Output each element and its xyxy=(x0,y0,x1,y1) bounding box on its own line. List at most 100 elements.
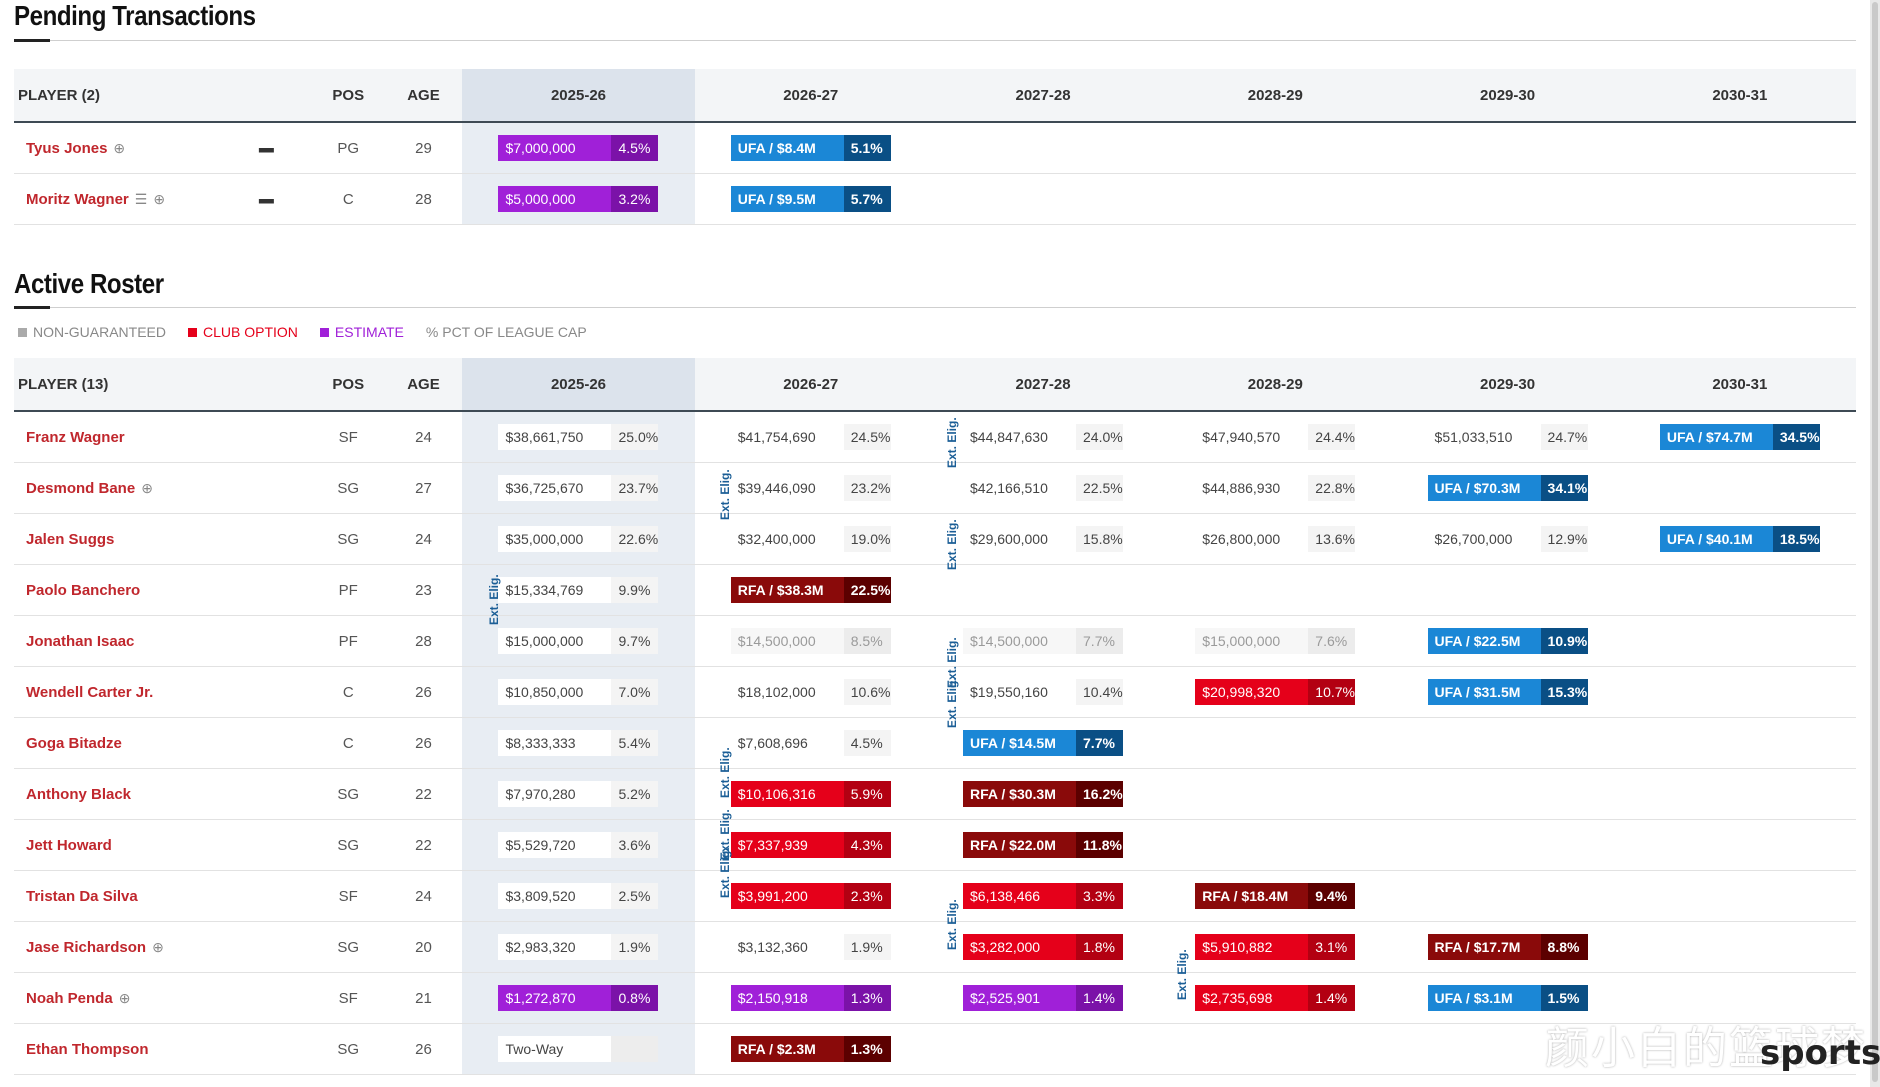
club-option-salary-pill[interactable]: $3,991,200 2.3% xyxy=(730,883,891,909)
trade-kicker-icon[interactable]: ⊕ xyxy=(152,939,164,955)
salary-pill[interactable]: $38,661,750 25.0% xyxy=(498,424,659,450)
col-header-pos[interactable]: POS xyxy=(311,69,385,123)
col-header-age[interactable]: AGE xyxy=(384,358,463,412)
salary-pill[interactable]: $47,940,570 24.4% xyxy=(1195,424,1356,450)
ufa-salary-pill[interactable]: UFA / $31.5M 15.3% xyxy=(1427,679,1588,705)
rfa-salary-pill[interactable]: RFA / $30.3M 16.2% xyxy=(963,781,1124,807)
salary-pill[interactable]: $39,446,090 23.2% xyxy=(730,475,891,501)
player-name-link[interactable]: Moritz Wagner xyxy=(26,190,129,208)
salary-pill[interactable]: $26,700,000 12.9% xyxy=(1427,526,1588,552)
rfa-salary-pill[interactable]: RFA / $18.4M 9.4% xyxy=(1195,883,1356,909)
salary-pill[interactable]: $42,166,510 22.5% xyxy=(963,475,1124,501)
salary-pill[interactable]: $15,000,000 7.6% xyxy=(1195,628,1356,654)
salary-pill[interactable]: $10,850,000 7.0% xyxy=(498,679,659,705)
salary-pill[interactable]: $8,333,333 5.4% xyxy=(498,730,659,756)
salary-pill[interactable]: $3,809,520 2.5% xyxy=(498,883,659,909)
document-icon[interactable]: ☰ xyxy=(134,191,148,207)
table-row[interactable]: Wendell Carter Jr. C 26 $10,850,000 7.0% $18,… xyxy=(14,666,1856,718)
player-name-link[interactable]: Jalen Suggs xyxy=(26,530,115,548)
table-row[interactable]: Goga Bitadze C 26 $8,333,333 5.4% $7,608,696 4… xyxy=(14,717,1856,769)
col-header-year[interactable]: 2030-31 xyxy=(1623,358,1856,412)
salary-pill[interactable]: $51,033,510 24.7% xyxy=(1427,424,1588,450)
salary-pill[interactable]: $2,983,320 1.9% xyxy=(498,934,659,960)
col-header-year[interactable]: 2025-26 xyxy=(462,69,695,123)
salary-pill[interactable]: $7,970,280 5.2% xyxy=(498,781,659,807)
transaction-card-icon[interactable]: ▬ xyxy=(258,190,274,208)
ufa-salary-pill[interactable]: UFA / $22.5M 10.9% xyxy=(1427,628,1588,654)
rfa-salary-pill[interactable]: RFA / $17.7M 8.8% xyxy=(1427,934,1588,960)
club-option-salary-pill[interactable]: $6,138,466 3.3% xyxy=(963,883,1124,909)
club-option-salary-pill[interactable]: $2,735,698 1.4% xyxy=(1195,985,1356,1011)
col-header-pos[interactable]: POS xyxy=(311,358,385,412)
ufa-salary-pill[interactable]: UFA / $14.5M 7.7% xyxy=(963,730,1124,756)
table-row[interactable]: Jase Richardson ⊕ SG 20 $2,983,320 1.9% $3,132… xyxy=(14,921,1856,973)
player-name-link[interactable]: Paolo Banchero xyxy=(26,581,141,599)
table-row[interactable]: Tristan Da Silva SF 24 $3,809,520 2.5% $3,991… xyxy=(14,870,1856,922)
club-option-salary-pill[interactable]: $5,910,882 3.1% xyxy=(1195,934,1356,960)
col-header-year[interactable]: 2028-29 xyxy=(1159,69,1392,123)
table-row[interactable]: Moritz Wagner ☰ ⊕ ▬ C 28 $5,000,000 3.2% UFA / $… xyxy=(14,173,1856,225)
player-name-link[interactable]: Franz Wagner xyxy=(26,428,125,446)
salary-pill[interactable]: $26,800,000 13.6% xyxy=(1195,526,1356,552)
rfa-salary-pill[interactable]: RFA / $38.3M 22.5% xyxy=(730,577,891,603)
salary-pill[interactable]: $29,600,000 15.8% xyxy=(963,526,1124,552)
ufa-salary-pill[interactable]: UFA / $9.5M 5.7% xyxy=(730,186,891,212)
col-header-player[interactable]: PLAYER (13) xyxy=(14,358,312,412)
player-name-link[interactable]: Wendell Carter Jr. xyxy=(26,683,154,701)
club-option-salary-pill[interactable]: $20,998,320 10.7% xyxy=(1195,679,1356,705)
ufa-salary-pill[interactable]: UFA / $74.7M 34.5% xyxy=(1659,424,1820,450)
estimate-salary-pill[interactable]: $5,000,000 3.2% xyxy=(498,186,659,212)
salary-pill[interactable]: $3,132,360 1.9% xyxy=(730,934,891,960)
ufa-salary-pill[interactable]: UFA / $40.1M 18.5% xyxy=(1659,526,1820,552)
table-row[interactable]: Jonathan Isaac PF 28 $15,000,000 9.7% $14,500… xyxy=(14,615,1856,667)
col-header-year[interactable]: 2029-30 xyxy=(1391,69,1624,123)
salary-pill[interactable]: $44,886,930 22.8% xyxy=(1195,475,1356,501)
club-option-salary-pill[interactable]: $3,282,000 1.8% xyxy=(963,934,1124,960)
table-row[interactable]: Jalen Suggs SG 24 $35,000,000 22.6% $32,400,0… xyxy=(14,513,1856,565)
salary-pill[interactable]: $18,102,000 10.6% xyxy=(730,679,891,705)
player-name-link[interactable]: Jonathan Isaac xyxy=(26,632,135,650)
salary-pill[interactable]: $41,754,690 24.5% xyxy=(730,424,891,450)
salary-pill[interactable]: $32,400,000 19.0% xyxy=(730,526,891,552)
col-header-year[interactable]: 2026-27 xyxy=(694,69,927,123)
col-header-year[interactable]: 2030-31 xyxy=(1623,69,1856,123)
salary-pill[interactable]: $5,529,720 3.6% xyxy=(498,832,659,858)
player-name-link[interactable]: Goga Bitadze xyxy=(26,734,122,752)
table-row[interactable]: Desmond Bane ⊕ SG 27 $36,725,670 23.7% $39,446… xyxy=(14,462,1856,514)
rfa-salary-pill[interactable]: RFA / $22.0M 11.8% xyxy=(963,832,1124,858)
salary-pill[interactable]: $36,725,670 23.7% xyxy=(498,475,659,501)
col-header-year[interactable]: 2029-30 xyxy=(1391,358,1624,412)
transaction-card-icon[interactable]: ▬ xyxy=(258,139,274,157)
col-header-year[interactable]: 2027-28 xyxy=(926,358,1160,412)
table-row[interactable]: Ethan Thompson SG 26 Two-Way RFA / $2.3M 1.3% xyxy=(14,1023,1856,1075)
col-header-year[interactable]: 2025-26 xyxy=(462,358,695,412)
player-name-link[interactable]: Jase Richardson xyxy=(26,938,147,956)
trade-kicker-icon[interactable]: ⊕ xyxy=(153,191,166,207)
table-row[interactable]: Paolo Banchero PF 23 $15,334,769 9.9% RFA / $… xyxy=(14,564,1856,616)
salary-pill[interactable]: $15,000,000 9.7% xyxy=(498,628,659,654)
salary-pill[interactable]: $7,608,696 4.5% xyxy=(730,730,891,756)
salary-pill[interactable]: Two-Way xyxy=(498,1036,659,1062)
page-scrollbar[interactable] xyxy=(1870,0,1880,1087)
player-name-link[interactable]: Tyus Jones xyxy=(26,139,108,157)
table-row[interactable]: Tyus Jones ⊕ ▬ PG 29 $7,000,000 4.5% UFA / $8.4… xyxy=(14,122,1856,174)
club-option-salary-pill[interactable]: $10,106,316 5.9% xyxy=(730,781,891,807)
scrollbar-thumb[interactable] xyxy=(1872,2,1878,1082)
player-name-link[interactable]: Desmond Bane xyxy=(26,479,136,497)
trade-kicker-icon[interactable]: ⊕ xyxy=(113,140,126,156)
salary-pill[interactable]: $14,500,000 8.5% xyxy=(730,628,891,654)
table-row[interactable]: Franz Wagner SF 24 $38,661,750 25.0% $41,754,… xyxy=(14,411,1856,463)
col-header-year[interactable]: 2026-27 xyxy=(694,358,927,412)
estimate-salary-pill[interactable]: $2,150,918 1.3% xyxy=(730,985,891,1011)
trade-kicker-icon[interactable]: ⊕ xyxy=(118,990,131,1006)
trade-kicker-icon[interactable]: ⊕ xyxy=(141,480,153,496)
table-row[interactable]: Noah Penda ⊕ SF 21 $1,272,870 0.8% $2,150,918 1… xyxy=(14,972,1856,1024)
salary-pill[interactable]: $14,500,000 7.7% xyxy=(963,628,1124,654)
salary-pill[interactable]: $35,000,000 22.6% xyxy=(498,526,659,552)
player-name-link[interactable]: Anthony Black xyxy=(26,785,132,803)
player-name-link[interactable]: Ethan Thompson xyxy=(26,1040,149,1058)
estimate-salary-pill[interactable]: $1,272,870 0.8% xyxy=(498,985,659,1011)
ufa-salary-pill[interactable]: UFA / $70.3M 34.1% xyxy=(1427,475,1588,501)
col-header-player[interactable]: PLAYER (2) xyxy=(14,69,312,123)
club-option-salary-pill[interactable]: $7,337,939 4.3% xyxy=(730,832,891,858)
